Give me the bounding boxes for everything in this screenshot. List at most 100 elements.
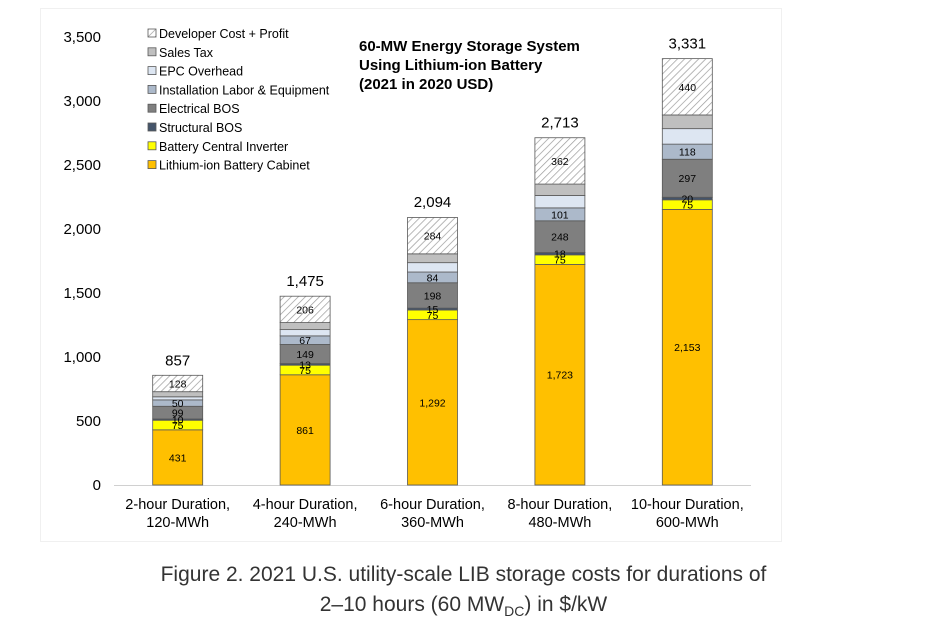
bar-segment [661,114,713,130]
chart-title-line: Using Lithium-ion Battery [359,57,543,74]
legend-swatch [147,85,157,94]
legend-label: Developer Cost + Profit [159,27,289,41]
segment-label: 1,723 [547,370,573,382]
bar-segment [534,137,586,185]
segment-label: 1,292 [419,397,445,409]
segment-label: 75 [299,365,311,377]
x-tick-label: 2-hour Duration, [125,497,230,513]
segment-label: 861 [296,425,314,437]
legend-label: EPC Overhead [159,65,243,79]
bar-segment [279,322,331,331]
legend-swatch [147,122,157,132]
segment-label: 20 [681,194,693,206]
legend-label: Electrical BOS [159,102,240,116]
x-tick-label: 360-MWh [401,515,464,531]
bar-segment [407,282,458,309]
chart-title-line: (2021 in 2020 USD) [359,76,493,93]
bar-segment [407,217,458,255]
legend-label: Battery Central Inverter [159,140,288,154]
segment-label: 362 [551,156,569,168]
bar-total-label: 1,475 [286,273,324,290]
segment-label: 284 [424,231,442,243]
y-tick-label: 2,500 [63,157,101,174]
bar-segment [152,429,204,486]
segment-label: 99 [172,408,184,420]
legend-swatch [147,141,157,151]
legend-label: Sales Tax [159,46,214,60]
chart-title-line: 60-MW Energy Storage System [359,38,580,55]
y-tick-label: 2,000 [63,221,101,238]
bar-segment [534,264,586,486]
segment-label: 18 [554,249,566,261]
bar-segment [534,220,586,253]
bar-segment [407,319,458,486]
bar-segment [152,374,204,393]
segment-label: 75 [681,200,693,212]
segment-label: 75 [554,255,566,267]
legend-label: Lithium-ion Battery Cabinet [159,159,310,173]
segment-label: 128 [169,378,187,390]
legend-label: Structural BOS [159,121,242,135]
segment-label: 75 [427,310,439,322]
segment-label: 2,153 [674,342,700,354]
segment-label: 149 [296,349,314,361]
bar-total-label: 857 [165,352,190,369]
y-tick-label: 500 [76,413,101,430]
legend-swatch [147,66,157,75]
segment-label: 101 [551,209,569,221]
x-tick-label: 600-MWh [656,515,719,531]
segment-label: 297 [679,173,697,185]
x-tick-label: 8-hour Duration, [508,497,613,513]
x-tick-label: 10-hour Duration, [631,497,744,513]
segment-label: 198 [424,290,442,302]
segment-label: 10 [172,415,184,427]
x-tick-label: 4-hour Duration, [253,497,358,513]
bar-segment [661,209,713,486]
x-tick-label: 240-MWh [274,515,337,531]
bar-segment [661,128,713,145]
caption-line-2-start: 2–10 hours (60 MW [319,593,505,616]
x-tick-label: 120-MWh [146,515,209,531]
segment-label: 118 [679,147,696,159]
caption-subscript: DC [504,603,525,620]
bar-segment [407,253,458,264]
segment-label: 84 [427,272,439,284]
bar-segment [534,195,586,209]
chart-panel: 0 500 1,000 1,500 2,000 2,500 3,000 3,500 2-hour… [40,8,782,542]
caption-line-2-end: ) in $/kW [524,593,608,616]
legend-swatch [147,103,157,113]
bar-segment [279,295,331,323]
segment-label: 15 [427,304,439,316]
figure-caption: Figure 2. 2021 U.S. utility-scale LIB st… [0,560,927,626]
segment-label: 50 [172,398,184,410]
segment-label: 13 [299,359,311,371]
y-tick-label: 3,500 [63,29,101,46]
bar-total-label: 2,094 [414,194,452,211]
caption-line-2: 2–10 hours (60 MWDC) in $/kW [0,590,927,626]
segment-label: 431 [169,452,187,464]
segment-label: 75 [172,420,184,432]
legend-swatch [147,47,157,57]
legend-label: Installation Labor & Equipment [159,83,330,97]
stacked-bar-chart: 0 500 1,000 1,500 2,000 2,500 3,000 3,500 2-hour… [63,27,751,531]
y-tick-label: 3,000 [63,93,101,110]
bar-segment [661,58,713,116]
bar-total-label: 2,713 [541,115,579,132]
x-tick-label: 6-hour Duration, [380,497,485,513]
bar-segment [534,183,586,196]
y-tick-label: 1,000 [63,349,101,366]
y-tick-label: 1,500 [63,285,101,302]
segment-label: 67 [299,335,311,347]
caption-line-1: Figure 2. 2021 U.S. utility-scale LIB st… [160,563,767,586]
segment-label: 248 [551,232,569,244]
bar-segment [661,158,713,198]
segment-label: 206 [296,304,314,316]
bar-total-label: 3,331 [669,36,707,53]
bar-segment [407,262,458,273]
legend-swatch [147,160,157,170]
bar-segment [152,391,204,398]
segment-label: 440 [679,82,697,94]
y-tick-label: 0 [93,477,101,494]
legend-swatch [147,28,157,38]
x-tick-label: 480-MWh [528,515,591,531]
